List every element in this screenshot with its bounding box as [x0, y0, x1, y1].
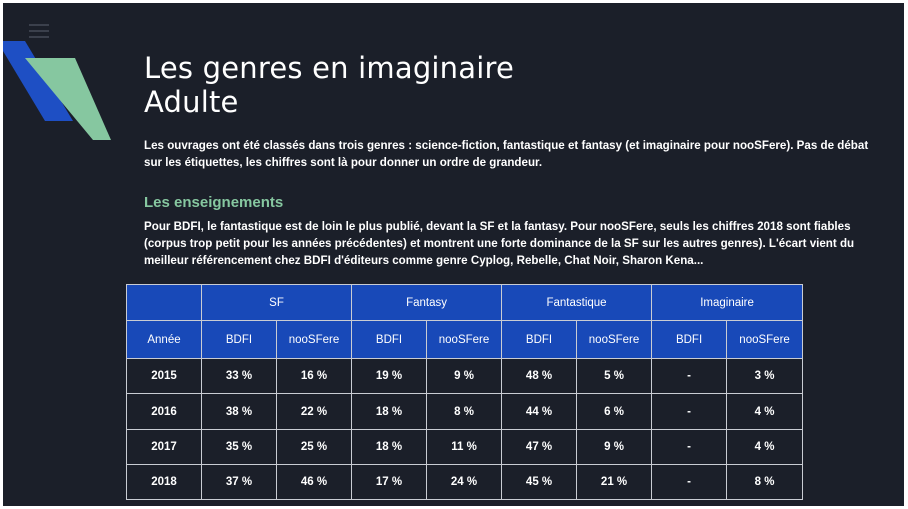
source-header: nooSFere: [726, 320, 804, 360]
title-line-1: Les genres en imaginaire: [144, 51, 515, 85]
table-cell: 37 %: [201, 463, 277, 501]
table-cell: 3 %: [726, 358, 804, 395]
table-cell: 46 %: [275, 463, 353, 501]
table-cell: 19 %: [351, 358, 428, 395]
slide: Les genres en imaginaire Adulte Les ouvr…: [3, 3, 904, 506]
source-header: BDFI: [501, 320, 578, 360]
source-header: BDFI: [351, 320, 428, 360]
page-title: Les genres en imaginaire Adulte: [144, 51, 514, 119]
table-cell: 8 %: [426, 393, 503, 430]
table-cell: -: [651, 358, 728, 395]
year-cell: 2018: [126, 463, 202, 501]
table-cell: 21 %: [576, 463, 653, 501]
table-cell: 9 %: [576, 428, 653, 465]
table-row: 2018 37 % 46 % 17 % 24 % 45 % 21 % - 8 %: [126, 463, 804, 501]
table-row: 2016 38 % 22 % 18 % 8 % 44 % 6 % - 4 %: [126, 393, 804, 430]
table-cell: 4 %: [726, 428, 804, 465]
table-cell: -: [651, 463, 728, 501]
table-cell: 18 %: [351, 393, 428, 430]
source-header: BDFI: [651, 320, 728, 360]
table-cell: 22 %: [275, 393, 353, 430]
source-header: nooSFere: [576, 320, 653, 360]
source-header: nooSFere: [426, 320, 503, 360]
table-cell: 6 %: [576, 393, 653, 430]
table-cell: 48 %: [501, 358, 578, 395]
table-cell: -: [651, 393, 728, 430]
lessons-paragraph: Pour BDFI, le fantastique est de loin le…: [144, 220, 855, 267]
deco-blue-stripe: [3, 41, 73, 121]
table-cell: 45 %: [501, 463, 578, 501]
table-cell: -: [651, 428, 728, 465]
table-cell: 38 %: [201, 393, 277, 430]
table-row: 2015 33 % 16 % 19 % 9 % 48 % 5 % - 3 %: [126, 358, 804, 395]
year-header: Année: [126, 320, 202, 360]
table-cell: 17 %: [351, 463, 428, 501]
source-header: BDFI: [201, 320, 277, 360]
year-cell: 2015: [126, 358, 202, 395]
table-cell: 25 %: [275, 428, 353, 465]
genres-table: SF Fantasy Fantastique Imaginaire Année …: [126, 283, 804, 501]
table-cell: 35 %: [201, 428, 277, 465]
table-cell: 18 %: [351, 428, 428, 465]
table-cell: 47 %: [501, 428, 578, 465]
source-header-row: Année BDFI nooSFere BDFI nooSFere BDFI n…: [126, 320, 804, 360]
table-cell: 4 %: [726, 393, 804, 430]
year-cell: 2017: [126, 428, 202, 465]
title-line-2: Adulte: [144, 85, 239, 119]
section-heading: Les enseignements: [144, 194, 284, 211]
year-cell: 2016: [126, 393, 202, 430]
genre-header-fantasy: Fantasy: [351, 283, 503, 322]
table-cell: 44 %: [501, 393, 578, 430]
table-cell: 9 %: [426, 358, 503, 395]
header-empty-cell: [126, 283, 202, 322]
table-cell: 11 %: [426, 428, 503, 465]
table-cell: 5 %: [576, 358, 653, 395]
genre-header-row: SF Fantasy Fantastique Imaginaire: [126, 283, 804, 322]
table-cell: 8 %: [726, 463, 804, 501]
genre-header-imaginaire: Imaginaire: [651, 283, 804, 322]
genre-header-sf: SF: [200, 283, 353, 322]
menu-icon[interactable]: [29, 24, 49, 38]
table-cell: 33 %: [201, 358, 277, 395]
deco-green-stripe: [25, 58, 111, 140]
table-row: 2017 35 % 25 % 18 % 11 % 47 % 9 % - 4 %: [126, 428, 804, 465]
table-cell: 16 %: [275, 358, 353, 395]
decorative-shapes: [3, 41, 111, 140]
intro-paragraph: Les ouvrages ont été classés dans trois …: [144, 139, 869, 169]
table-cell: 24 %: [426, 463, 503, 501]
genre-header-fantastique: Fantastique: [501, 283, 653, 322]
source-header: nooSFere: [275, 320, 353, 360]
